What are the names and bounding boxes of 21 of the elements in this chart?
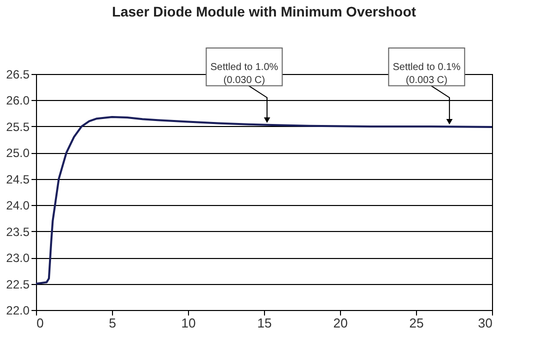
x-tick-label: 0 [36,316,44,330]
y-tick-label: 24.0 [6,198,30,213]
y-tick-label: 23.5 [6,224,30,239]
x-tick-label: 5 [108,316,116,330]
x-tick-label: 20 [333,316,348,330]
y-tick-label: 26.0 [6,94,30,108]
x-tick-label: 25 [409,316,424,330]
y-tick-label: 25.5 [6,120,30,134]
line-series [35,116,493,285]
chart-title: Laser Diode Module with Minimum Overshoot [112,4,416,20]
y-tick-label: 22.5 [6,277,30,292]
x-tick-label: 15 [257,316,272,330]
y-tick-label: 23.0 [6,251,30,266]
x-tick-label: 30 [478,316,492,330]
y-tick-label: 24.5 [6,172,30,186]
x-tick-label: 10 [181,316,196,330]
y-tick-label: 22.0 [6,304,30,318]
annotation: Settled to 0.1% (0.003 C) [392,62,461,86]
y-tick-label: 26.5 [6,68,30,82]
y-tick-label: 25.0 [6,146,30,160]
annotation: Settled to 1.0% (0.030 C) [210,62,278,86]
